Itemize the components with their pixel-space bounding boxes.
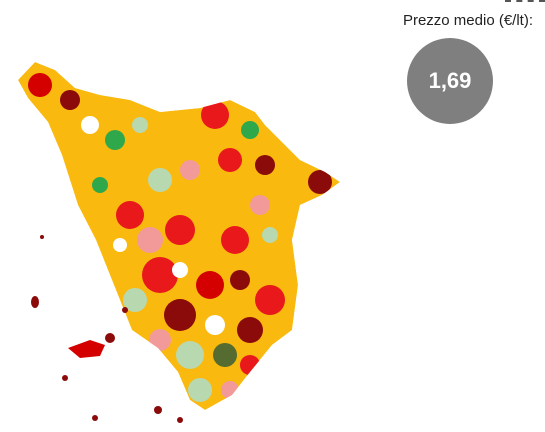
municipality: [221, 381, 239, 399]
municipality: [213, 343, 237, 367]
island: [105, 333, 115, 343]
municipality: [164, 299, 196, 331]
municipality: [237, 317, 263, 343]
island: [31, 296, 39, 308]
page: Prezzo medio (€/lt): 1,69: [0, 0, 545, 432]
island: [68, 340, 105, 358]
municipality: [205, 315, 225, 335]
municipality: [201, 101, 229, 129]
municipality: [116, 201, 144, 229]
municipality: [105, 130, 125, 150]
municipality: [60, 90, 80, 110]
island: [122, 307, 128, 313]
municipality: [221, 226, 249, 254]
island: [40, 235, 44, 239]
municipality: [241, 121, 259, 139]
municipality: [188, 378, 212, 402]
island: [177, 417, 183, 423]
municipality: [180, 160, 200, 180]
municipality: [255, 285, 285, 315]
municipality: [255, 155, 275, 175]
municipality: [28, 73, 52, 97]
municipality: [142, 257, 178, 293]
island: [62, 375, 68, 381]
municipality: [240, 355, 260, 375]
municipality: [262, 227, 278, 243]
municipality: [113, 238, 127, 252]
municipality: [165, 215, 195, 245]
island: [154, 406, 162, 414]
municipality: [218, 148, 242, 172]
municipality: [148, 168, 172, 192]
municipality: [92, 177, 108, 193]
municipality: [132, 117, 148, 133]
municipality: [137, 227, 163, 253]
municipality: [250, 195, 270, 215]
municipality: [149, 329, 171, 351]
municipality: [196, 271, 224, 299]
map: [0, 0, 545, 432]
municipality: [230, 270, 250, 290]
municipality: [176, 341, 204, 369]
municipality: [172, 262, 188, 278]
municipalities: [18, 62, 340, 410]
municipality: [308, 170, 332, 194]
island: [92, 415, 98, 421]
municipality: [81, 116, 99, 134]
